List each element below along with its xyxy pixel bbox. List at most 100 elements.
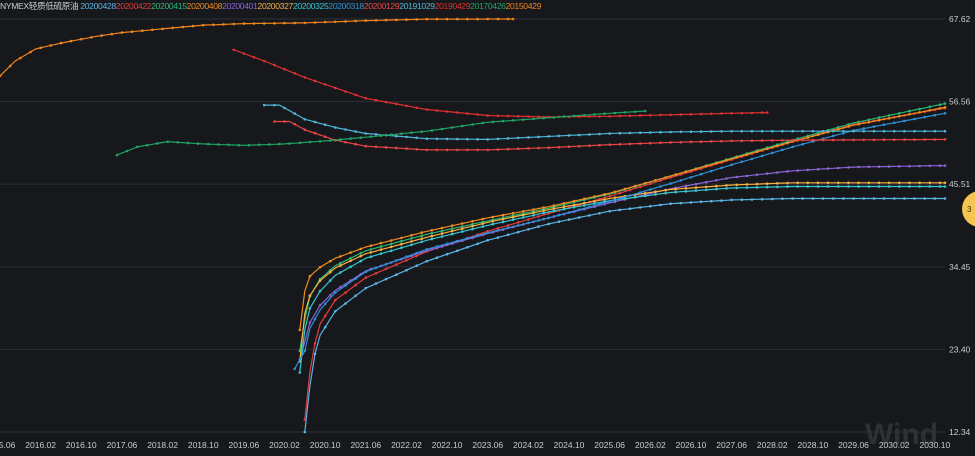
data-point bbox=[791, 129, 794, 133]
data-point bbox=[293, 72, 297, 75]
data-point bbox=[156, 142, 159, 145]
data-point bbox=[537, 215, 540, 218]
legend-item-20200129[interactable]: 20200129 bbox=[363, 1, 400, 11]
data-point bbox=[308, 321, 312, 324]
data-point bbox=[262, 22, 266, 25]
data-point bbox=[318, 140, 322, 143]
data-point bbox=[410, 237, 413, 240]
data-point bbox=[328, 259, 332, 263]
data-point bbox=[90, 36, 93, 39]
grid-layer bbox=[0, 18, 945, 433]
data-point bbox=[608, 200, 611, 203]
data-point bbox=[212, 23, 215, 27]
data-point bbox=[882, 138, 886, 141]
data-point bbox=[649, 204, 652, 208]
data-point bbox=[903, 197, 906, 200]
data-point bbox=[537, 135, 540, 139]
data-point bbox=[725, 159, 728, 162]
data-point bbox=[943, 102, 947, 105]
legend-item-20200415[interactable]: 20200415 bbox=[151, 1, 187, 11]
legend-item-20200327[interactable]: 20200327 bbox=[257, 1, 294, 11]
legend-item-20200428[interactable]: 20200428 bbox=[80, 1, 116, 11]
data-point bbox=[405, 104, 408, 108]
data-point bbox=[476, 17, 479, 21]
data-point bbox=[39, 46, 42, 50]
data-point bbox=[369, 135, 373, 138]
data-point bbox=[791, 197, 794, 200]
legend-item-20170426[interactable]: 20170426 bbox=[470, 1, 506, 11]
data-point bbox=[725, 187, 728, 190]
data-point bbox=[796, 169, 799, 172]
data-point bbox=[395, 259, 398, 262]
data-point bbox=[527, 218, 530, 221]
data-point bbox=[491, 120, 495, 124]
data-point bbox=[415, 148, 418, 151]
data-point bbox=[496, 236, 500, 239]
data-point bbox=[567, 218, 571, 221]
data-point bbox=[456, 249, 459, 253]
x-axis: 2015.06 2016.02 2016.10 2017.06 2018.02 2018.… bbox=[0, 440, 950, 450]
legend-item-20150429[interactable]: 20150429 bbox=[505, 1, 542, 11]
legend-item-20200408[interactable]: 20200408 bbox=[186, 1, 223, 11]
data-point bbox=[232, 22, 235, 26]
data-point bbox=[608, 132, 611, 135]
data-point bbox=[913, 197, 916, 200]
data-point bbox=[389, 242, 393, 246]
data-point bbox=[466, 17, 469, 21]
legend-item-20191029[interactable]: 20191029 bbox=[399, 1, 435, 11]
data-point bbox=[486, 148, 490, 152]
data-point bbox=[395, 134, 398, 138]
legend-item-20200422[interactable]: 20200422 bbox=[115, 1, 152, 11]
data-point bbox=[760, 111, 764, 114]
data-point bbox=[476, 138, 479, 141]
data-point bbox=[532, 117, 535, 121]
data-point bbox=[369, 255, 373, 258]
data-point bbox=[684, 184, 688, 188]
data-point bbox=[669, 182, 672, 185]
data-point bbox=[420, 240, 424, 244]
data-point bbox=[847, 185, 850, 188]
legend-item-20200318[interactable]: 20200318 bbox=[328, 1, 364, 11]
data-point bbox=[323, 325, 327, 329]
data-point bbox=[379, 248, 383, 251]
data-point bbox=[867, 181, 871, 185]
x-tick-label: 2016.10 bbox=[66, 440, 97, 450]
x-tick-label: 2029.06 bbox=[838, 440, 869, 450]
data-point bbox=[461, 225, 464, 228]
data-point bbox=[664, 176, 667, 179]
data-point bbox=[425, 259, 429, 263]
data-point bbox=[643, 191, 647, 195]
data-point bbox=[710, 130, 713, 133]
data-point bbox=[374, 98, 378, 102]
data-point bbox=[537, 115, 540, 119]
data-point bbox=[918, 111, 921, 114]
data-point bbox=[908, 109, 911, 113]
data-point bbox=[349, 251, 352, 254]
data-point bbox=[867, 185, 871, 188]
data-point bbox=[196, 142, 200, 145]
data-point bbox=[643, 181, 647, 185]
data-point bbox=[659, 185, 662, 188]
legend-item-20200401[interactable]: 20200401 bbox=[222, 1, 258, 11]
data-point bbox=[842, 131, 845, 135]
data-point bbox=[806, 185, 810, 188]
data-point bbox=[430, 129, 434, 132]
data-point bbox=[638, 206, 642, 209]
data-point bbox=[908, 181, 911, 185]
data-point bbox=[760, 129, 764, 133]
data-point bbox=[877, 165, 881, 168]
data-point bbox=[654, 179, 657, 182]
data-point bbox=[516, 224, 520, 227]
legend-item-20190429[interactable]: 20190429 bbox=[434, 1, 471, 11]
legend-item-20200325[interactable]: 20200325 bbox=[292, 1, 329, 11]
data-point bbox=[374, 266, 378, 270]
data-point bbox=[262, 103, 266, 107]
data-point bbox=[466, 148, 469, 152]
data-point bbox=[776, 185, 779, 189]
x-tick-label: 2028.02 bbox=[757, 440, 788, 450]
data-point bbox=[430, 237, 434, 241]
series-20191029 bbox=[262, 103, 947, 141]
data-point bbox=[771, 151, 774, 155]
data-point bbox=[537, 146, 540, 150]
data-point bbox=[308, 140, 312, 144]
